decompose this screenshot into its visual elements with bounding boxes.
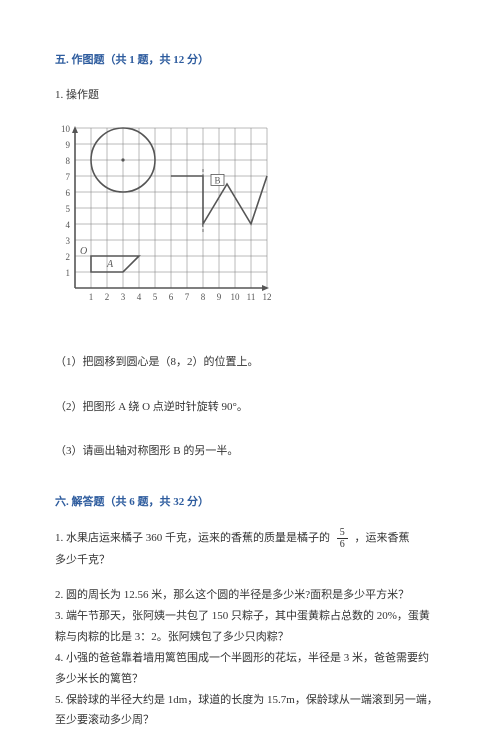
frac-den: 6 <box>337 539 348 550</box>
fraction-5-6: 5 6 <box>337 527 348 550</box>
svg-text:5: 5 <box>153 292 158 302</box>
question-1: 1. 操作题 <box>55 85 445 106</box>
svg-text:8: 8 <box>66 156 71 166</box>
svg-text:11: 11 <box>247 292 256 302</box>
svg-text:12: 12 <box>263 292 272 302</box>
svg-text:7: 7 <box>66 172 71 182</box>
question-6-3b: 粽与肉粽的比是 3：2。张阿姨包了多少只肉粽？ <box>55 627 445 648</box>
svg-text:A: A <box>106 259 114 270</box>
svg-text:6: 6 <box>66 188 71 198</box>
frac-num: 5 <box>337 527 348 539</box>
question-6-2: 2. 圆的周长为 12.56 米，那么这个圆的半径是多少米?面积是多少平方米？ <box>55 585 445 606</box>
q1-text: 操作题 <box>66 89 99 101</box>
svg-text:10: 10 <box>231 292 241 302</box>
question-6-4b: 多少米长的篱笆？ <box>55 669 445 690</box>
svg-text:O: O <box>80 246 87 257</box>
svg-text:4: 4 <box>137 292 142 302</box>
svg-text:B: B <box>214 175 220 185</box>
svg-text:8: 8 <box>201 292 206 302</box>
svg-text:5: 5 <box>66 204 71 214</box>
sub-question-2: （2）把图形 A 绕 O 点逆时针旋转 90°。 <box>55 397 445 418</box>
svg-text:9: 9 <box>66 140 71 150</box>
svg-text:1: 1 <box>66 268 71 278</box>
question-6-5a: 5. 保龄球的半径大约是 1dm，球道的长度为 15.7m，保龄球从一端滚到另一… <box>55 690 445 711</box>
svg-text:7: 7 <box>185 292 190 302</box>
svg-text:1: 1 <box>89 292 94 302</box>
svg-text:2: 2 <box>105 292 110 302</box>
q6-1-c: 多少千克？ <box>55 550 445 571</box>
svg-text:4: 4 <box>66 220 71 230</box>
q6-1-b: ，运来香蕉 <box>355 532 410 544</box>
svg-text:9: 9 <box>217 292 222 302</box>
svg-text:3: 3 <box>66 236 71 246</box>
q1-number: 1. <box>55 89 63 101</box>
question-6-5b: 至少要滚动多少周？ <box>55 710 445 731</box>
section6-title: 六. 解答题（共 6 题，共 32 分） <box>55 492 445 513</box>
svg-text:2: 2 <box>66 252 71 262</box>
question-6-4a: 4. 小强的爸爸靠着墙用篱笆围成一个半圆形的花坛，半径是 3 米，爸爸需要约 <box>55 648 445 669</box>
sub-question-1: （1）把圆移到圆心是（8，2）的位置上。 <box>55 352 445 373</box>
section5-title: 五. 作图题（共 1 题，共 12 分） <box>55 50 445 71</box>
svg-text:6: 6 <box>169 292 174 302</box>
grid-svg: 10987654321123456789101112AOB <box>55 120 285 320</box>
question-6-1: 1. 水果店运来橘子 360 千克，运来的香蕉的质量是橘子的 5 6 ，运来香蕉… <box>55 527 445 571</box>
question-6-3a: 3. 端午节那天，张阿姨一共包了 150 只粽子，其中蛋黄粽占总数的 20%，蛋… <box>55 606 445 627</box>
sub-question-3: （3）请画出轴对称图形 B 的另一半。 <box>55 441 445 462</box>
svg-text:10: 10 <box>61 124 71 134</box>
q6-1-a: 1. 水果店运来橘子 360 千克，运来的香蕉的质量是橘子的 <box>55 532 330 544</box>
svg-text:3: 3 <box>121 292 126 302</box>
figure-grid: 10987654321123456789101112AOB <box>55 120 445 328</box>
